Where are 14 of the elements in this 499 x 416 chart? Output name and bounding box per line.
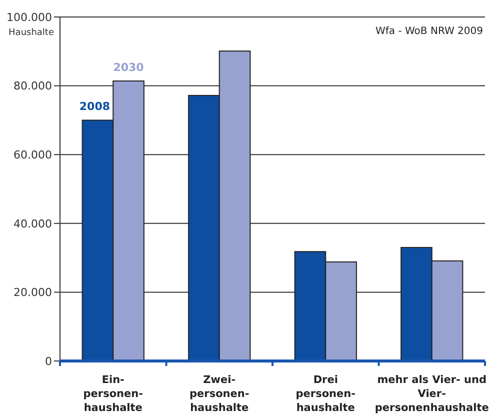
y-tick-label: 20.000 — [14, 286, 52, 300]
y-tick-label: 100.000 — [6, 10, 52, 24]
y-tick-label: 80.000 — [14, 80, 52, 93]
series-label: 2030 — [113, 60, 144, 74]
y-tick-label: 60.000 — [14, 148, 52, 162]
x-tick-label: Ein- personen- haushalte — [83, 374, 143, 414]
x-tick-label: mehr als Vier- und Vier- personenhaushalte — [374, 374, 489, 414]
y-axis-title: Haushalte — [8, 28, 54, 38]
annotation: Wfa - WoB NRW 2009 — [376, 26, 483, 37]
x-tick-label: Zwei- personen- haushalte — [190, 374, 250, 414]
y-tick-label: 40.000 — [14, 217, 52, 230]
y-tick-label: 0 — [45, 354, 52, 368]
x-tick-label: Drei personen- haushalte — [296, 374, 356, 414]
series-label: 2008 — [79, 100, 110, 114]
